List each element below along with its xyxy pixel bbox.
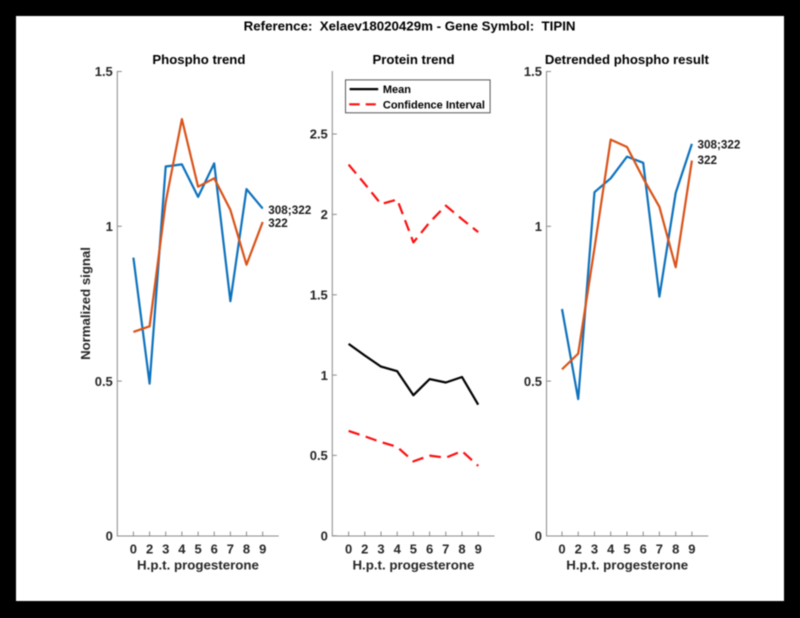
svg-text:2: 2 — [575, 541, 582, 556]
svg-text:Reference: Xelaev18020429m -: Reference: Xelaev18020429m - Gene Symbol… — [244, 19, 576, 34]
svg-text:0: 0 — [535, 529, 542, 544]
svg-text:Phospho trend: Phospho trend — [152, 52, 245, 67]
svg-text:4: 4 — [607, 541, 615, 556]
svg-text:5: 5 — [623, 541, 630, 556]
svg-text:1: 1 — [535, 219, 542, 234]
svg-text:0: 0 — [345, 541, 352, 556]
svg-text:0.5: 0.5 — [95, 374, 113, 389]
svg-text:2: 2 — [361, 541, 368, 556]
svg-text:4: 4 — [394, 541, 402, 556]
svg-text:Normalized signal: Normalized signal — [78, 247, 93, 360]
svg-text:7: 7 — [656, 541, 663, 556]
svg-text:Mean: Mean — [383, 84, 411, 96]
svg-text:0.5: 0.5 — [310, 448, 328, 463]
svg-text:308;322: 308;322 — [268, 204, 311, 217]
svg-text:9: 9 — [259, 541, 266, 556]
svg-text:3: 3 — [377, 541, 384, 556]
svg-text:8: 8 — [672, 541, 679, 556]
svg-text:Protein trend: Protein trend — [372, 52, 454, 67]
svg-text:5: 5 — [194, 541, 201, 556]
svg-text:6: 6 — [640, 541, 647, 556]
svg-text:8: 8 — [243, 541, 250, 556]
svg-text:6: 6 — [211, 541, 218, 556]
svg-text:3: 3 — [591, 541, 598, 556]
svg-text:9: 9 — [475, 541, 482, 556]
svg-text:1.5: 1.5 — [310, 287, 328, 302]
svg-text:0: 0 — [130, 541, 137, 556]
svg-text:1: 1 — [321, 368, 328, 383]
svg-text:2.5: 2.5 — [310, 127, 328, 142]
svg-text:4: 4 — [178, 541, 186, 556]
svg-text:Detrended phospho result: Detrended phospho result — [545, 52, 710, 67]
svg-text:0.5: 0.5 — [524, 374, 542, 389]
svg-text:7: 7 — [227, 541, 234, 556]
svg-text:H.p.t. progesterone: H.p.t. progesterone — [566, 558, 688, 573]
svg-text:0: 0 — [106, 529, 113, 544]
svg-text:2: 2 — [321, 207, 328, 222]
svg-text:0: 0 — [558, 541, 565, 556]
svg-text:3: 3 — [162, 541, 169, 556]
svg-text:1: 1 — [106, 219, 113, 234]
svg-text:6: 6 — [426, 541, 433, 556]
svg-text:8: 8 — [458, 541, 465, 556]
svg-text:H.p.t. progesterone: H.p.t. progesterone — [352, 558, 474, 573]
svg-text:9: 9 — [688, 541, 695, 556]
svg-text:7: 7 — [442, 541, 449, 556]
svg-text:1.5: 1.5 — [524, 64, 542, 79]
svg-text:308;322: 308;322 — [698, 138, 741, 151]
svg-text:H.p.t. progesterone: H.p.t. progesterone — [137, 558, 259, 573]
svg-text:2: 2 — [146, 541, 153, 556]
svg-text:322: 322 — [268, 217, 288, 230]
svg-text:5: 5 — [410, 541, 417, 556]
svg-text:1.5: 1.5 — [95, 64, 113, 79]
svg-text:Confidence Interval: Confidence Interval — [383, 99, 485, 111]
svg-text:0: 0 — [321, 529, 328, 544]
svg-text:322: 322 — [698, 154, 718, 167]
